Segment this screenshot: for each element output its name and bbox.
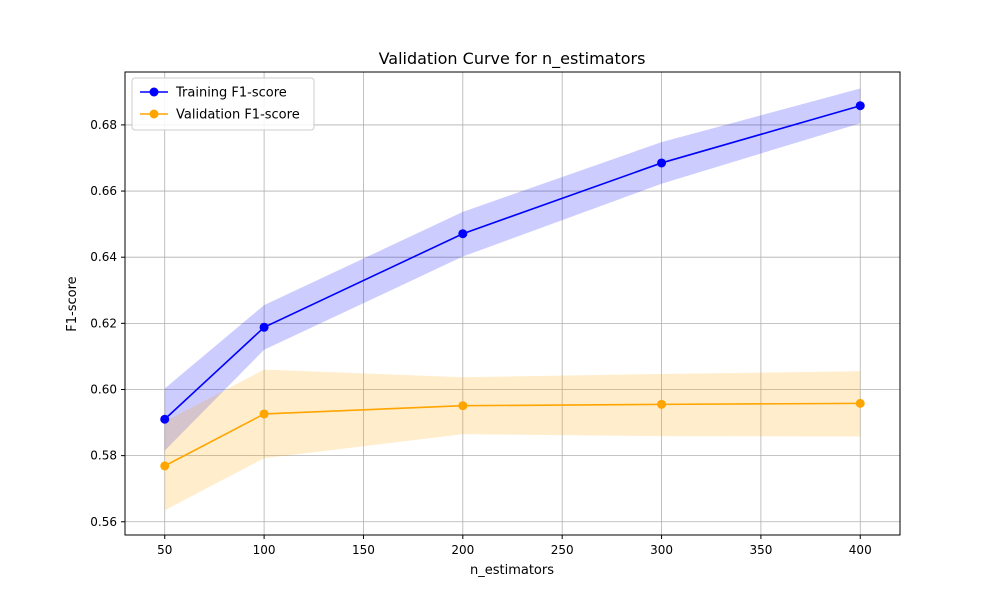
band-series-0	[164, 88, 861, 451]
point-series-1	[855, 398, 865, 408]
axes-frame	[124, 71, 901, 536]
y-tick-label: 0.58	[90, 449, 117, 463]
legend-marker-series-0	[149, 87, 159, 97]
x-tick-label: 50	[157, 543, 172, 557]
x-tick-label: 150	[352, 543, 375, 557]
legend-box	[131, 77, 315, 131]
point-series-0	[160, 414, 170, 424]
plot-area: 50 100 150 200 250 300 350 400 0.56 0.58 0.60 0.62 0…	[90, 71, 901, 557]
y-tick-label: 0.66	[90, 184, 117, 198]
legend-marker-series-1	[149, 109, 159, 119]
y-axis-label: F1-score	[65, 276, 80, 331]
point-series-1	[458, 401, 468, 411]
point-series-1	[160, 461, 170, 471]
legend-label-series-0: Training F1-score	[175, 86, 287, 101]
y-tick-label: 0.62	[90, 316, 117, 330]
x-tick-label: 250	[551, 543, 574, 557]
point-series-0	[458, 229, 468, 239]
x-tick-label: 100	[253, 543, 276, 557]
point-series-0	[855, 101, 865, 111]
legend: Training F1-score Validation F1-score	[131, 77, 315, 131]
chart-title: Validation Curve for n_estimators	[379, 49, 646, 69]
y-tick-label: 0.64	[90, 250, 117, 264]
point-series-1	[657, 399, 667, 409]
y-tick-label: 0.56	[90, 515, 117, 529]
x-tick-label: 350	[749, 543, 772, 557]
point-series-1	[259, 409, 269, 419]
y-tick-label: 0.68	[90, 118, 117, 132]
x-axis-label: n_estimators	[470, 563, 554, 578]
x-tick-label: 300	[650, 543, 673, 557]
point-series-0	[657, 158, 667, 168]
point-series-0	[259, 322, 269, 332]
legend-label-series-1: Validation F1-score	[176, 108, 300, 123]
y-tick-label: 0.60	[90, 382, 117, 396]
x-tick-label: 400	[849, 543, 872, 557]
x-tick-label: 200	[451, 543, 474, 557]
band-series-1	[164, 369, 861, 511]
